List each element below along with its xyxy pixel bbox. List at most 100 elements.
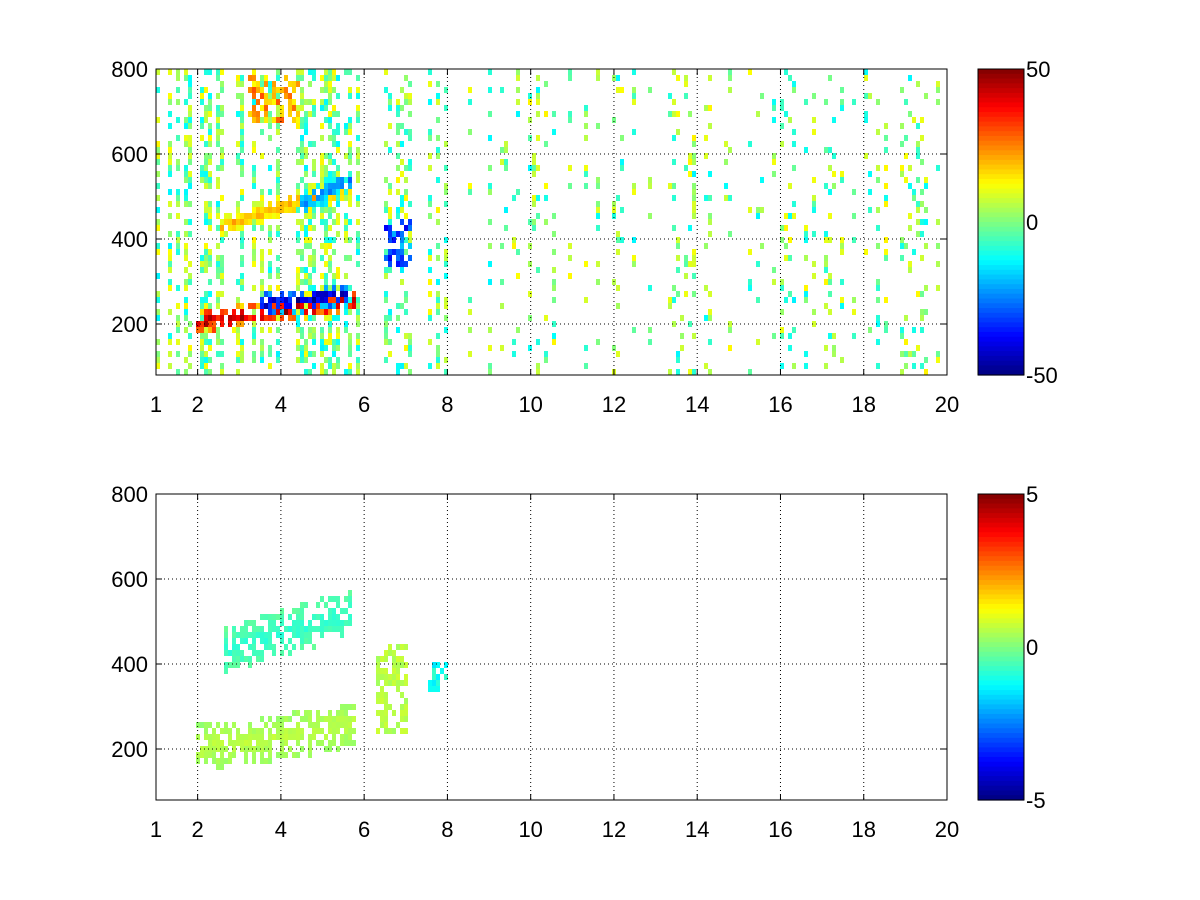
colorbar-swatch bbox=[978, 785, 1024, 792]
colorbar-tick-label: -5 bbox=[1026, 788, 1046, 813]
heatmap-cell bbox=[260, 614, 264, 620]
heatmap-cell bbox=[884, 297, 888, 303]
heatmap-cell bbox=[200, 722, 204, 728]
heatmap-cell bbox=[936, 87, 940, 93]
heatmap-cell bbox=[332, 345, 336, 351]
heatmap-cell bbox=[328, 716, 332, 722]
heatmap-cell bbox=[812, 231, 816, 237]
heatmap-cell bbox=[528, 135, 532, 141]
heatmap-cell bbox=[692, 255, 696, 261]
heatmap-cell bbox=[184, 123, 188, 129]
heatmap-cell bbox=[344, 255, 348, 261]
heatmap-cell bbox=[324, 309, 328, 315]
heatmap-cell bbox=[232, 662, 236, 668]
heatmap-cell bbox=[216, 207, 220, 213]
heatmap-cell bbox=[308, 722, 312, 728]
heatmap-cell bbox=[188, 159, 192, 165]
heatmap-cell bbox=[216, 135, 220, 141]
heatmap-cell bbox=[276, 171, 280, 177]
colorbar-swatch bbox=[978, 603, 1024, 610]
heatmap-cell bbox=[384, 327, 388, 333]
heatmap-cell bbox=[236, 734, 240, 740]
colorbar-swatch bbox=[978, 613, 1024, 619]
heatmap-cell bbox=[708, 291, 712, 297]
colorbar-swatch bbox=[978, 589, 1024, 596]
heatmap-cell bbox=[272, 117, 276, 123]
heatmap-cell bbox=[296, 159, 300, 165]
heatmap-cell bbox=[236, 75, 240, 81]
heatmap-cell bbox=[188, 183, 192, 189]
heatmap-cell bbox=[920, 255, 924, 261]
heatmap-cell bbox=[336, 303, 340, 309]
heatmap-cell bbox=[312, 363, 316, 369]
heatmap-cell bbox=[168, 231, 172, 237]
heatmap-cell bbox=[348, 722, 352, 728]
heatmap-cell bbox=[760, 177, 764, 183]
heatmap-cell bbox=[252, 249, 256, 255]
heatmap-cell bbox=[400, 303, 404, 309]
heatmap-cell bbox=[532, 165, 536, 171]
heatmap-cell bbox=[280, 740, 284, 746]
heatmap-cell bbox=[312, 141, 316, 147]
heatmap-cell bbox=[616, 303, 620, 309]
colorbar-swatch bbox=[978, 322, 1024, 328]
heatmap-cell bbox=[708, 195, 712, 201]
heatmap-cell bbox=[384, 255, 388, 261]
colorbar-swatch bbox=[978, 88, 1024, 94]
heatmap-cell bbox=[284, 728, 288, 734]
heatmap-cell bbox=[316, 728, 320, 734]
heatmap-cell bbox=[300, 357, 304, 363]
heatmap-cell bbox=[236, 740, 240, 746]
heatmap-cell bbox=[296, 273, 300, 279]
heatmap-cell bbox=[208, 111, 212, 117]
heatmap-cell bbox=[224, 626, 228, 632]
heatmap-cell bbox=[168, 243, 172, 249]
colorbar-swatch bbox=[978, 747, 1024, 753]
heatmap-cell bbox=[276, 177, 280, 183]
heatmap-cell bbox=[276, 75, 280, 81]
heatmap-cell bbox=[312, 213, 316, 219]
heatmap-cell bbox=[336, 189, 340, 195]
heatmap-cell bbox=[324, 249, 328, 255]
heatmap-cell bbox=[332, 75, 336, 81]
heatmap-cell bbox=[396, 327, 400, 333]
heatmap-cell bbox=[536, 99, 540, 105]
heatmap-cell bbox=[184, 297, 188, 303]
heatmap-cell bbox=[876, 285, 880, 291]
x-tick-label: 6 bbox=[358, 392, 370, 417]
heatmap-cell bbox=[300, 141, 304, 147]
bottom-heatmap-frame bbox=[155, 493, 948, 801]
colorbar-swatch bbox=[978, 69, 1024, 75]
heatmap-cell bbox=[332, 171, 336, 177]
heatmap-cell bbox=[320, 303, 324, 309]
heatmap-cell bbox=[324, 183, 328, 189]
heatmap-cell bbox=[668, 303, 672, 309]
heatmap-cell bbox=[240, 99, 244, 105]
heatmap-cell bbox=[536, 87, 540, 93]
heatmap-cell bbox=[240, 225, 244, 231]
heatmap-cell bbox=[324, 165, 328, 171]
heatmap-cell bbox=[668, 93, 672, 99]
heatmap-cell bbox=[396, 680, 400, 686]
heatmap-cell bbox=[312, 261, 316, 267]
heatmap-cell bbox=[204, 321, 208, 327]
heatmap-cell bbox=[388, 189, 392, 195]
heatmap-cell bbox=[300, 620, 304, 626]
heatmap-cell bbox=[252, 351, 256, 357]
heatmap-cell bbox=[840, 243, 844, 249]
heatmap-cell bbox=[908, 267, 912, 273]
heatmap-cell bbox=[240, 117, 244, 123]
heatmap-cell bbox=[920, 309, 924, 315]
heatmap-cell bbox=[156, 309, 160, 315]
heatmap-cell bbox=[708, 231, 712, 237]
heatmap-cell bbox=[156, 171, 160, 177]
heatmap-cell bbox=[216, 141, 220, 147]
heatmap-cell bbox=[396, 644, 400, 650]
colorbar-swatch bbox=[978, 341, 1024, 347]
heatmap-cell bbox=[488, 327, 492, 333]
heatmap-cell bbox=[692, 333, 696, 339]
heatmap-cell bbox=[236, 297, 240, 303]
heatmap-cell bbox=[280, 716, 284, 722]
heatmap-cell bbox=[316, 602, 320, 608]
